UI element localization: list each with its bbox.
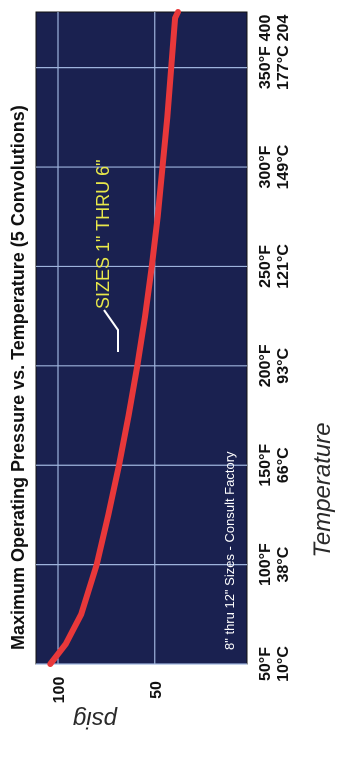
- x-tick-label-f-2: 150°F: [257, 444, 274, 487]
- x-tick-label-f-7: 400: [257, 15, 274, 42]
- y-tick-label-0: 100: [51, 677, 68, 704]
- x-tick-label-c-1: 38°C: [275, 546, 292, 582]
- consult-factory-note: 8" thru 12" Sizes - Consult Factory: [222, 451, 237, 650]
- x-tick-label-c-3: 93°C: [275, 348, 292, 384]
- x-tick-label-c-2: 66°C: [275, 447, 292, 483]
- x-axis-label: Temperature: [309, 422, 336, 557]
- tick-labels: 50°F 10°C 100°F 38°C 150°F 66°C 200°F 93°C 250°F…: [51, 15, 292, 704]
- x-tick-label-c-7: 204: [275, 15, 292, 42]
- series-line: [47, 9, 181, 667]
- x-tick-label-f-0: 50°F: [257, 647, 274, 681]
- y-axis-label: psig: [72, 706, 118, 733]
- chart-text: Maximum Operating Pressure vs. Temperatu…: [8, 105, 336, 733]
- chart-title: Maximum Operating Pressure vs. Temperatu…: [8, 105, 28, 650]
- annotation-sizes-1-6: SIZES 1" THRU 6": [93, 160, 113, 309]
- x-tick-label-f-4: 250°F: [257, 245, 274, 288]
- x-tick-label-f-5: 300°F: [257, 145, 274, 188]
- x-tick-label-c-4: 121°C: [275, 244, 292, 289]
- x-tick-label-c-6: 177°C: [275, 45, 292, 90]
- y-tick-label-1: 50: [148, 681, 165, 699]
- annotation-leader: [103, 309, 119, 352]
- x-tick-label-f-3: 200°F: [257, 344, 274, 387]
- x-tick-label-f-6: 350°F: [257, 46, 274, 89]
- x-tick-label-c-0: 10°C: [275, 646, 292, 682]
- x-tick-label-c-5: 149°C: [275, 144, 292, 189]
- grid: [36, 12, 247, 665]
- series-annotation: SIZES 1" THRU 6": [93, 160, 119, 352]
- x-tick-label-f-1: 100°F: [257, 543, 274, 586]
